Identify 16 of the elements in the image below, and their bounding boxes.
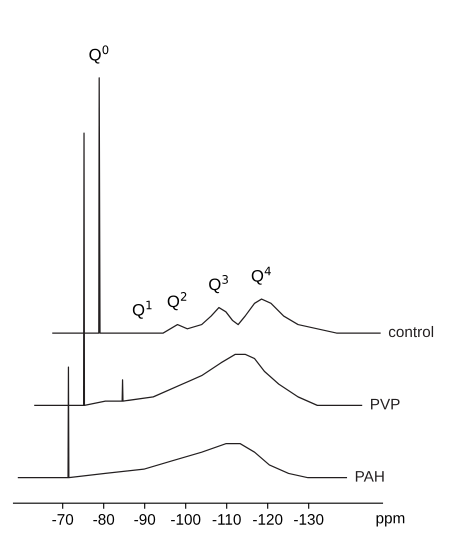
series-label: control: [388, 326, 434, 338]
x-tick-label: -70: [52, 514, 74, 525]
annotation: Q$^{0}$: [89, 45, 108, 64]
annotation: Q$^{2}$: [168, 292, 186, 310]
series-label: PVP: [371, 398, 400, 410]
x-tick-label: -110: [212, 514, 241, 525]
x-tick-label: -90: [134, 514, 156, 525]
x-axis-title: ppm: [376, 515, 404, 526]
x-tick-label: -120: [253, 514, 282, 525]
annotation: Q$^{4}$: [252, 266, 271, 285]
x-tick-label: -100: [171, 514, 200, 525]
x-tick-label: -80: [93, 514, 114, 525]
annotation: Q$^{1}$: [132, 300, 152, 319]
series-label: PAH: [356, 471, 384, 482]
x-tick-label: -130: [294, 514, 324, 525]
annotation: Q$^{3}$: [209, 275, 228, 294]
